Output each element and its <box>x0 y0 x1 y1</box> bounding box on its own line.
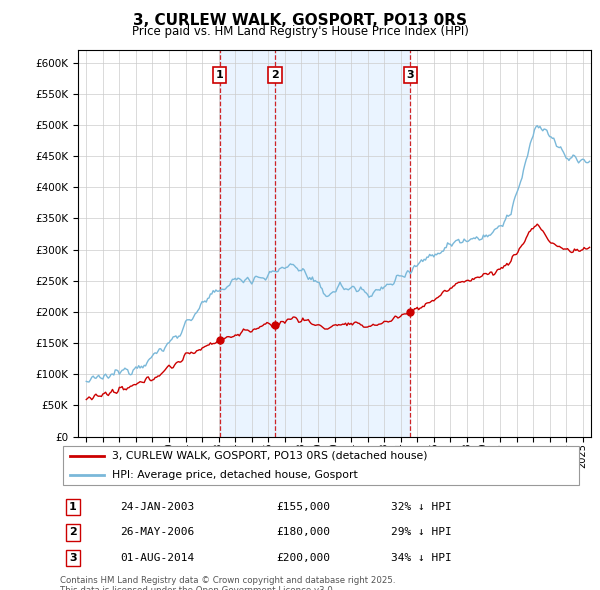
Text: 26-MAY-2006: 26-MAY-2006 <box>120 527 194 537</box>
Text: £180,000: £180,000 <box>277 527 331 537</box>
Text: 32% ↓ HPI: 32% ↓ HPI <box>391 502 452 512</box>
Text: Contains HM Land Registry data © Crown copyright and database right 2025.
This d: Contains HM Land Registry data © Crown c… <box>60 576 395 590</box>
Text: 1: 1 <box>216 70 224 80</box>
FancyBboxPatch shape <box>62 446 580 485</box>
Text: 3: 3 <box>69 553 77 563</box>
Text: 29% ↓ HPI: 29% ↓ HPI <box>391 527 452 537</box>
Text: HPI: Average price, detached house, Gosport: HPI: Average price, detached house, Gosp… <box>112 470 358 480</box>
Text: 2: 2 <box>271 70 279 80</box>
Text: 3: 3 <box>406 70 414 80</box>
Bar <box>220 50 275 437</box>
Text: £155,000: £155,000 <box>277 502 331 512</box>
Text: Price paid vs. HM Land Registry's House Price Index (HPI): Price paid vs. HM Land Registry's House … <box>131 25 469 38</box>
Text: £200,000: £200,000 <box>277 553 331 563</box>
Text: 1: 1 <box>69 502 77 512</box>
Text: 01-AUG-2014: 01-AUG-2014 <box>120 553 194 563</box>
Text: 24-JAN-2003: 24-JAN-2003 <box>120 502 194 512</box>
Text: 3, CURLEW WALK, GOSPORT, PO13 0RS (detached house): 3, CURLEW WALK, GOSPORT, PO13 0RS (detac… <box>112 451 428 461</box>
Bar <box>275 50 410 437</box>
Text: 3, CURLEW WALK, GOSPORT, PO13 0RS: 3, CURLEW WALK, GOSPORT, PO13 0RS <box>133 13 467 28</box>
Text: 34% ↓ HPI: 34% ↓ HPI <box>391 553 452 563</box>
Text: 2: 2 <box>69 527 77 537</box>
